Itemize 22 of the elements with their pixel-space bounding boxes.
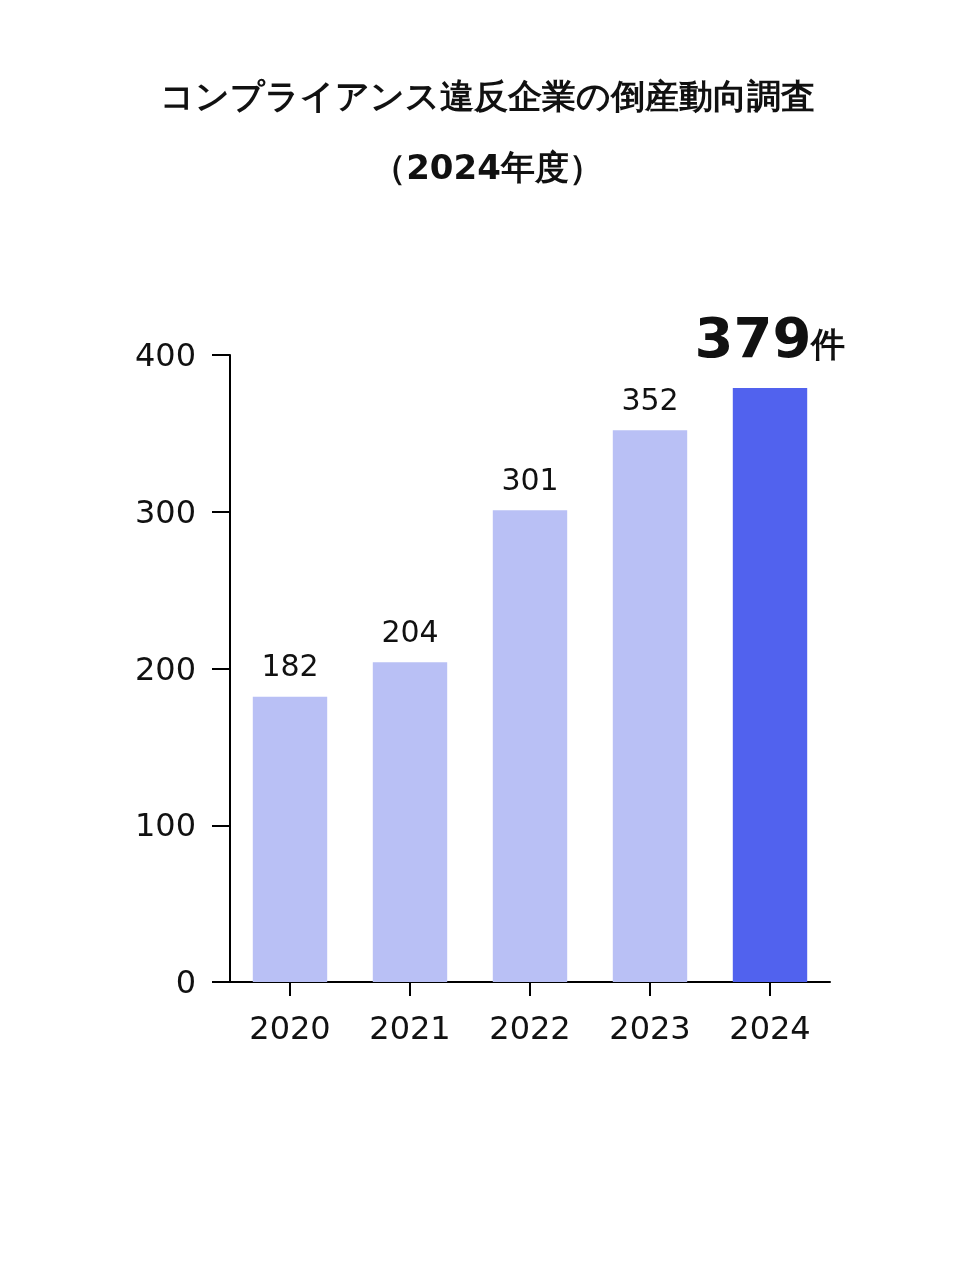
y-tick-label: 300	[134, 492, 196, 531]
bar	[492, 510, 568, 982]
bar	[252, 696, 328, 982]
data-label: 204	[381, 613, 439, 649]
data-label: 379件	[694, 305, 846, 371]
y-tick-label: 400	[134, 336, 196, 374]
bar	[612, 430, 688, 982]
chart-subtitle: （2024年度）	[372, 147, 603, 187]
bar	[372, 662, 448, 982]
data-label: 182	[261, 648, 319, 684]
x-tick-label: 2022	[489, 1009, 571, 1047]
y-tick-label: 100	[134, 806, 196, 845]
y-tick-label: 0	[175, 963, 196, 1001]
x-tick-label: 2024	[729, 1009, 811, 1047]
x-tick-label: 2021	[369, 1009, 451, 1047]
data-label: 301	[501, 461, 559, 497]
x-tick-label: 2023	[609, 1009, 691, 1047]
y-tick-label: 200	[134, 649, 196, 688]
chart-title: コンプライアンス違反企業の倒産動向調査	[160, 76, 815, 116]
data-label: 352	[621, 381, 679, 417]
x-tick-label: 2020	[249, 1009, 331, 1047]
bar	[732, 387, 808, 982]
